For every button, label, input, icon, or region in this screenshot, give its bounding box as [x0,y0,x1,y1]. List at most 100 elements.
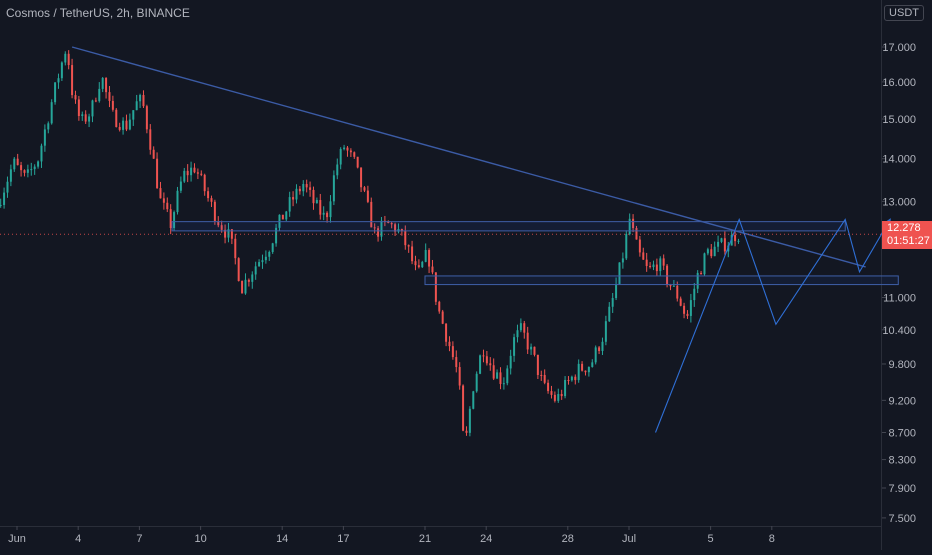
candle-body [349,150,352,153]
candle-body [462,385,465,431]
candle-body [237,258,240,281]
candle-body [200,173,203,175]
candle-body [203,174,206,192]
candle-body [424,250,427,262]
candle-body [404,230,407,246]
currency-selector[interactable]: USDT [884,5,924,21]
candle-body [332,175,335,202]
candle-body [101,78,104,89]
candle-body [292,197,295,200]
candle-body [431,266,434,273]
candle-body [118,126,121,130]
candle-body [353,152,356,157]
y-tick-label: 8.300 [888,455,916,467]
candle-body [3,192,6,205]
candle-body [506,368,509,384]
candle-body [557,393,560,401]
candle-body [339,149,342,165]
candle-body [553,394,556,401]
candle-body [356,156,359,168]
candle-body [400,228,403,231]
candle-body [128,119,131,130]
candle-body [227,229,230,238]
candle-body [700,272,703,275]
candle-body [346,147,349,151]
candle-body [37,161,40,167]
candle-body [9,169,12,182]
candle-body [482,355,485,357]
y-tick-label: 15.000 [882,114,916,126]
candle-body [618,262,621,285]
descending-trendline[interactable] [71,46,866,268]
candle-body [455,357,458,368]
last-price-value: 12.278 [887,222,921,235]
candle-body [672,285,675,287]
candle-body [723,238,726,252]
candle-body [220,225,223,230]
candle-body [142,94,145,107]
candle-body [458,367,461,386]
candle-body [540,374,543,376]
lower-support-zone[interactable] [424,275,899,286]
candle-body [108,92,111,101]
candle-body [621,258,624,263]
candle-body [139,94,142,102]
candle-body [734,235,737,242]
candle-body [54,82,57,103]
candle-body [655,264,658,272]
candle-body [33,166,36,170]
upper-resistance-zone[interactable] [171,221,846,232]
candle-body [230,229,233,239]
candle-body [40,145,43,162]
x-tick-label: Jul [622,533,636,545]
candle-body [397,228,400,232]
candle-body [536,354,539,375]
candle-body [543,375,546,383]
candle-body [254,266,257,275]
x-tick-label: 7 [136,533,142,545]
candle-body [523,323,526,333]
candle-body [166,202,169,210]
candle-body [683,305,686,314]
candle-body [441,311,444,324]
projection-path[interactable] [654,217,891,433]
candle-body [183,170,186,182]
candle-body [581,363,584,371]
candle-body [360,167,363,188]
candle-body [380,220,383,237]
candle-body [366,190,369,202]
candle-body [669,284,672,287]
candle-body [604,321,607,342]
x-tick-label: Jun [8,533,26,545]
candle-body [57,78,60,83]
candle-body [577,363,580,381]
candle-body [241,280,244,294]
candle-body [258,262,261,267]
candle-body [13,158,16,170]
x-tick-label: 24 [480,533,492,545]
x-tick-label: 28 [562,533,574,545]
candle-body [530,346,533,350]
candle-body [679,298,682,306]
candle-body [574,376,577,381]
bar-countdown: 01:51:27 [887,235,930,248]
candle-body [417,265,420,268]
candle-body [145,106,148,130]
candle-body [77,99,80,117]
candle-body [428,250,431,267]
y-tick-label: 16.000 [882,77,916,89]
candle-body [190,167,193,176]
candle-body [659,258,662,272]
candle-body [703,253,706,275]
candle-body [516,330,519,338]
candle-body [706,249,709,254]
candle-body [567,379,570,381]
candle-body [30,169,33,171]
candle-body [132,110,135,120]
candle-body [322,212,325,215]
candle-body [485,356,488,364]
candle-body [468,408,471,433]
candle-body [693,288,696,301]
